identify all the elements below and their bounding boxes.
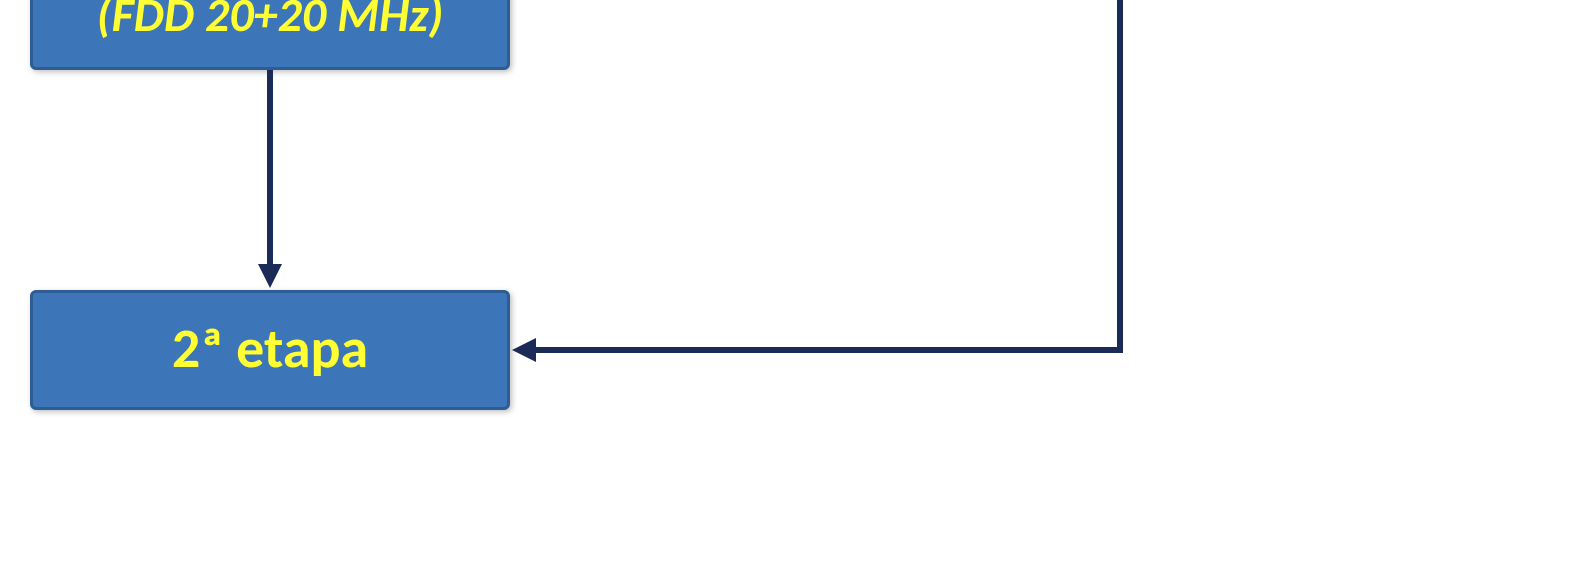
node-etapa2-label: 2ª etapa xyxy=(33,319,507,381)
edge-right-arrow xyxy=(518,0,1120,350)
node-fdd: (FDD 20+20 MHz) xyxy=(30,0,510,70)
node-etapa2: 2ª etapa xyxy=(30,290,510,410)
node-fdd-label: (FDD 20+20 MHz) xyxy=(33,0,507,41)
edges-layer xyxy=(0,0,1589,563)
